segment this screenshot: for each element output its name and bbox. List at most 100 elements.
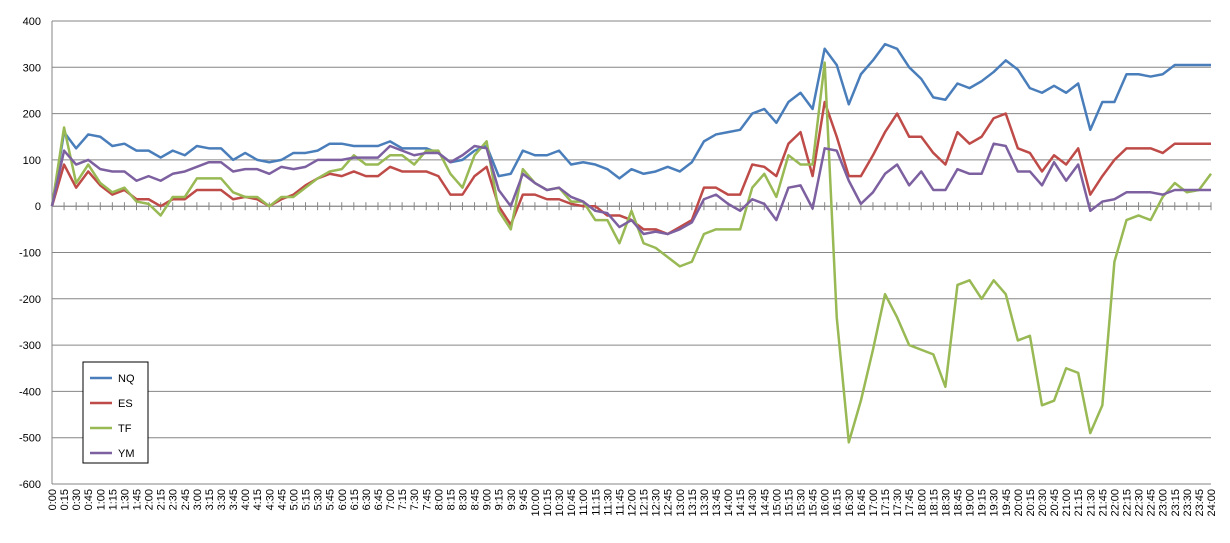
- y-tick-label: 300: [23, 62, 41, 74]
- x-tick-label: 17:45: [904, 489, 916, 517]
- x-tick-label: 18:45: [952, 489, 964, 517]
- x-tick-label: 7:30: [409, 489, 421, 510]
- x-tick-label: 18:30: [940, 489, 952, 517]
- x-tick-label: 11:15: [590, 489, 602, 516]
- x-tick-label: 7:45: [421, 489, 433, 510]
- x-tick-label: 3:30: [216, 489, 228, 510]
- x-tick-label: 15:00: [771, 489, 783, 517]
- x-tick-label: 20:15: [1025, 489, 1037, 517]
- x-tick-label: 22:00: [1109, 489, 1121, 517]
- x-tick-label: 11:45: [614, 489, 626, 516]
- x-tick-label: 4:15: [252, 489, 264, 510]
- y-tick-label: -600: [19, 479, 41, 491]
- x-tick-label: 12:45: [663, 489, 675, 517]
- series-line: [50, 42, 1211, 207]
- x-tick-label: 19:00: [965, 489, 977, 517]
- x-tick-label: 10:15: [542, 489, 554, 517]
- x-tick-label: 16:30: [844, 489, 856, 517]
- x-tick-label: 22:45: [1146, 489, 1158, 517]
- x-tick-label: 8:15: [445, 489, 457, 510]
- x-tick-label: 2:15: [156, 489, 168, 510]
- x-tick-label: 21:45: [1097, 489, 1109, 517]
- x-tick-label: 6:30: [361, 489, 373, 510]
- x-tick-label: 6:45: [373, 489, 385, 510]
- x-tick-label: 11:00: [578, 489, 590, 516]
- x-tick-label: 24:00: [1206, 489, 1218, 517]
- x-tick-label: 8:45: [470, 489, 482, 510]
- x-tick-label: 21:15: [1073, 489, 1085, 517]
- y-tick-label: -100: [19, 248, 41, 260]
- legend-label: YM: [118, 448, 135, 460]
- x-tick-label: 12:00: [627, 489, 639, 517]
- x-tick-label: 0:15: [59, 489, 71, 510]
- x-tick-label: 9:15: [494, 489, 506, 510]
- x-tick-label: 20:45: [1049, 489, 1061, 517]
- x-tick-label: 17:00: [868, 489, 880, 517]
- x-tick-label: 5:00: [288, 489, 300, 510]
- x-tick-label: 4:45: [276, 489, 288, 510]
- x-tick-label: 23:45: [1194, 489, 1206, 517]
- y-tick-label: -500: [19, 433, 41, 445]
- x-tick-label: 19:45: [1001, 489, 1013, 517]
- x-tick-label: 3:45: [228, 489, 240, 510]
- x-tick-label: 13:15: [687, 489, 699, 517]
- x-tick-label: 21:30: [1085, 489, 1097, 517]
- x-tick-label: 17:30: [892, 489, 904, 517]
- x-tick-label: 23:00: [1158, 489, 1170, 517]
- x-tick-label: 13:30: [699, 489, 711, 517]
- x-tick-label: 17:15: [880, 489, 892, 517]
- x-tick-label: 1:45: [132, 489, 144, 510]
- x-tick-label: 20:30: [1037, 489, 1049, 517]
- x-tick-label: 5:30: [313, 489, 325, 510]
- x-tick-label: 15:45: [808, 489, 820, 517]
- x-tick-label: 23:15: [1170, 489, 1182, 517]
- x-tick-label: 18:15: [928, 489, 940, 517]
- series-line: [50, 61, 1213, 444]
- x-tick-label: 4:30: [264, 489, 276, 510]
- x-tick-label: 19:15: [977, 489, 989, 517]
- y-tick-label: -200: [19, 294, 41, 306]
- x-tick-label: 15:15: [783, 489, 795, 517]
- x-tick-label: 13:45: [711, 489, 723, 517]
- x-tick-label: 12:30: [651, 489, 663, 517]
- x-tick-label: 20:00: [1013, 489, 1025, 517]
- x-tick-label: 22:30: [1134, 489, 1146, 517]
- x-tick-label: 14:15: [735, 489, 747, 517]
- x-tick-label: 16:00: [820, 489, 832, 517]
- x-tick-label: 2:30: [168, 489, 180, 510]
- x-tick-label: 10:45: [566, 489, 578, 517]
- x-tick-label: 22:15: [1121, 489, 1133, 517]
- x-tick-label: 7:15: [397, 489, 409, 510]
- x-tick-label: 16:45: [856, 489, 868, 517]
- x-tick-label: 9:30: [506, 489, 518, 510]
- x-tick-label: 4:00: [240, 489, 252, 510]
- x-tick-label: 14:45: [759, 489, 771, 517]
- x-tick-label: 10:30: [554, 489, 566, 517]
- x-tick-label: 3:15: [204, 489, 216, 510]
- legend-label: TF: [118, 423, 132, 435]
- x-tick-label: 2:45: [180, 489, 192, 510]
- x-tick-label: 8:30: [457, 489, 469, 510]
- x-tick-label: 9:45: [518, 489, 530, 510]
- x-tick-label: 11:30: [602, 489, 614, 516]
- y-tick-label: 200: [23, 109, 41, 121]
- x-tick-label: 1:00: [95, 489, 107, 510]
- legend-label: NQ: [118, 373, 135, 385]
- x-tick-label: 5:15: [301, 489, 313, 510]
- y-tick-label: 0: [35, 201, 41, 213]
- y-tick-label: 400: [23, 16, 41, 28]
- x-tick-label: 15:30: [796, 489, 808, 517]
- x-tick-label: 1:15: [107, 489, 119, 510]
- x-tick-label: 9:00: [482, 489, 494, 510]
- x-tick-label: 14:30: [747, 489, 759, 517]
- y-tick-label: -300: [19, 340, 41, 352]
- x-tick-label: 0:30: [71, 489, 83, 510]
- legend-label: ES: [118, 398, 133, 410]
- x-tick-label: 0:00: [47, 489, 59, 510]
- x-tick-label: 10:00: [530, 489, 542, 517]
- x-tick-label: 3:00: [192, 489, 204, 510]
- y-tick-label: -400: [19, 386, 41, 398]
- x-tick-label: 13:00: [675, 489, 687, 517]
- x-tick-label: 2:00: [144, 489, 156, 510]
- x-tick-label: 5:45: [325, 489, 337, 510]
